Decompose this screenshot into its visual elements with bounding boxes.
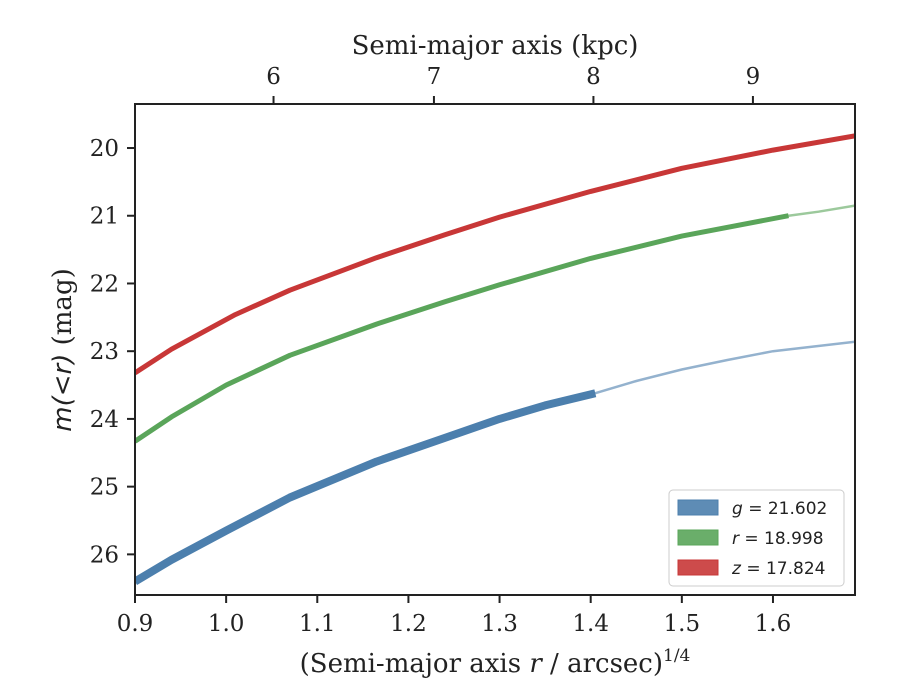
x-tick-label: 1.0 bbox=[208, 611, 245, 637]
series-z-line bbox=[135, 133, 855, 375]
series-r-line bbox=[135, 213, 789, 444]
x-axis-title: (Semi-major axis r / arcsec)1/4 bbox=[300, 646, 691, 679]
legend-label-r: r = 18.998 bbox=[732, 529, 824, 549]
legend-swatch-z bbox=[677, 559, 719, 576]
top-x-axis-title: Semi-major axis (kpc) bbox=[352, 31, 639, 61]
x-tick-label: 1.2 bbox=[390, 611, 427, 637]
x-tick-label: 1.5 bbox=[664, 611, 701, 637]
y-tick-label: 20 bbox=[90, 136, 119, 162]
y-tick-label: 26 bbox=[90, 542, 119, 568]
legend-entries: g = 21.602 r = 18.998 z = 17.824 bbox=[677, 499, 827, 579]
x-tick-label: 1.3 bbox=[481, 611, 518, 637]
legend: g = 21.602 r = 18.998 z = 17.824 bbox=[668, 489, 845, 587]
y-axis-title: m(<r) (mag) bbox=[48, 268, 78, 431]
top-x-tick-label: 7 bbox=[427, 64, 442, 90]
y-ticks: 20 21 22 23 24 25 26 bbox=[90, 136, 135, 568]
legend-label-g: g = 21.602 bbox=[732, 499, 827, 519]
x-tick-label: 0.9 bbox=[117, 611, 154, 637]
x-tick-label: 1.1 bbox=[299, 611, 336, 637]
y-tick-label: 24 bbox=[90, 407, 119, 433]
legend-swatch-r bbox=[677, 529, 719, 546]
plot-frame bbox=[134, 103, 856, 596]
y-tick-label: 22 bbox=[90, 271, 119, 297]
series-r-extension bbox=[787, 204, 855, 217]
series-g-extension bbox=[594, 340, 855, 395]
x-tick-label: 1.4 bbox=[572, 611, 609, 637]
series-g-line bbox=[135, 389, 597, 585]
x-ticks: 0.9 1.0 1.1 1.2 1.3 1.4 1.5 1.6 bbox=[117, 595, 792, 637]
y-tick-label: 23 bbox=[90, 339, 119, 365]
y-tick-label: 21 bbox=[90, 204, 119, 230]
legend-label-z: z = 17.824 bbox=[731, 559, 825, 579]
x-tick-label: 1.6 bbox=[755, 611, 792, 637]
top-x-ticks: 6 7 8 9 bbox=[266, 64, 760, 104]
legend-swatch-g bbox=[677, 499, 719, 516]
series-layer bbox=[135, 133, 855, 585]
top-x-tick-label: 9 bbox=[746, 64, 761, 90]
y-tick-label: 25 bbox=[90, 475, 119, 501]
top-x-tick-label: 8 bbox=[586, 64, 601, 90]
top-x-tick-label: 6 bbox=[266, 64, 281, 90]
